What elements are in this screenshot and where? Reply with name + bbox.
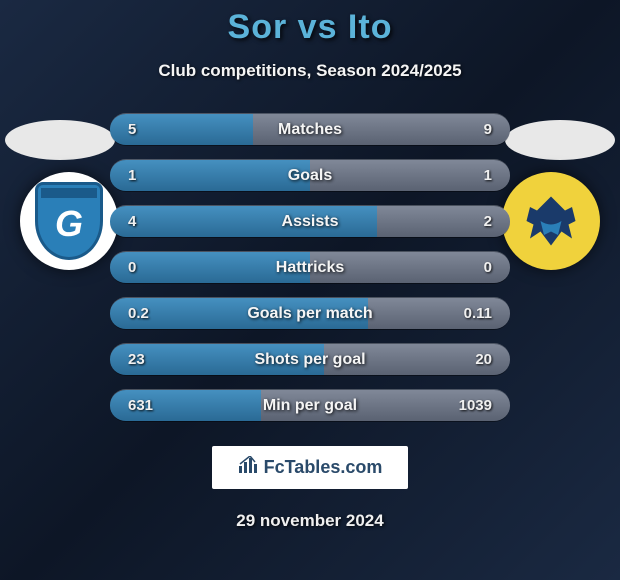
stats-list: 5Matches91Goals14Assists20Hattricks00.2G… [110,113,510,422]
stat-value-left: 1 [128,167,136,184]
stat-label: Goals per match [247,305,372,323]
stat-row: 5 Matches 9 [110,113,510,146]
stat-row: 1 Goals 1 [110,159,510,192]
brand-text: FcTables.com [264,457,383,478]
stat-label: Hattricks [276,259,344,277]
genk-initial: G [55,203,83,245]
club-logo-left: G [20,172,118,270]
stat-label: Min per goal [263,397,357,415]
stat-row: 23 Shots per goal 20 [110,343,510,376]
stat-row: 4 Assists 2 [110,205,510,238]
genk-shield-icon: G [35,182,103,260]
stat-label: Matches [278,121,342,139]
comparison-card: Sor vs Ito Club competitions, Season 202… [0,0,620,580]
stat-label: Goals [288,167,332,185]
stat-value-right: 20 [475,351,492,368]
stat-row: 631 Min per goal 1039 [110,389,510,422]
stat-value-right: 1 [484,167,492,184]
stat-value-left: 23 [128,351,145,368]
bar-chart-icon [238,456,258,479]
stat-value-left: 0.2 [128,305,149,322]
stat-value-left: 4 [128,213,136,230]
club-logo-right [502,172,600,270]
stat-value-right: 0.11 [464,305,492,322]
stat-row: 0.2 Goals per match 0.11 [110,297,510,330]
page-title: Sor vs Ito [228,8,393,47]
stat-value-left: 631 [128,397,153,414]
date-label: 29 november 2024 [236,511,383,531]
stat-bar-right [310,160,510,191]
player-avatar-right [505,120,615,160]
stat-value-right: 0 [484,259,492,276]
stat-bar-left [110,160,310,191]
page-subtitle: Club competitions, Season 2024/2025 [158,61,461,81]
stat-value-right: 9 [484,121,492,138]
stat-value-right: 2 [484,213,492,230]
stat-label: Assists [282,213,339,231]
stat-row: 0 Hattricks 0 [110,251,510,284]
stat-label: Shots per goal [254,351,365,369]
stvv-eagle-icon [516,186,586,256]
stat-value-right: 1039 [459,397,492,414]
player-avatar-left [5,120,115,160]
stat-value-left: 0 [128,259,136,276]
brand-badge[interactable]: FcTables.com [212,446,409,489]
stat-value-left: 5 [128,121,136,138]
